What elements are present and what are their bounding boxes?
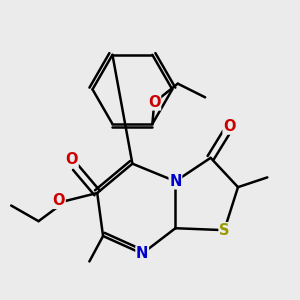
Text: N: N [136,246,148,261]
Text: O: O [65,152,78,167]
Text: N: N [169,174,182,189]
Text: O: O [148,95,160,110]
Text: S: S [219,223,230,238]
Text: O: O [223,119,236,134]
Text: O: O [52,193,65,208]
